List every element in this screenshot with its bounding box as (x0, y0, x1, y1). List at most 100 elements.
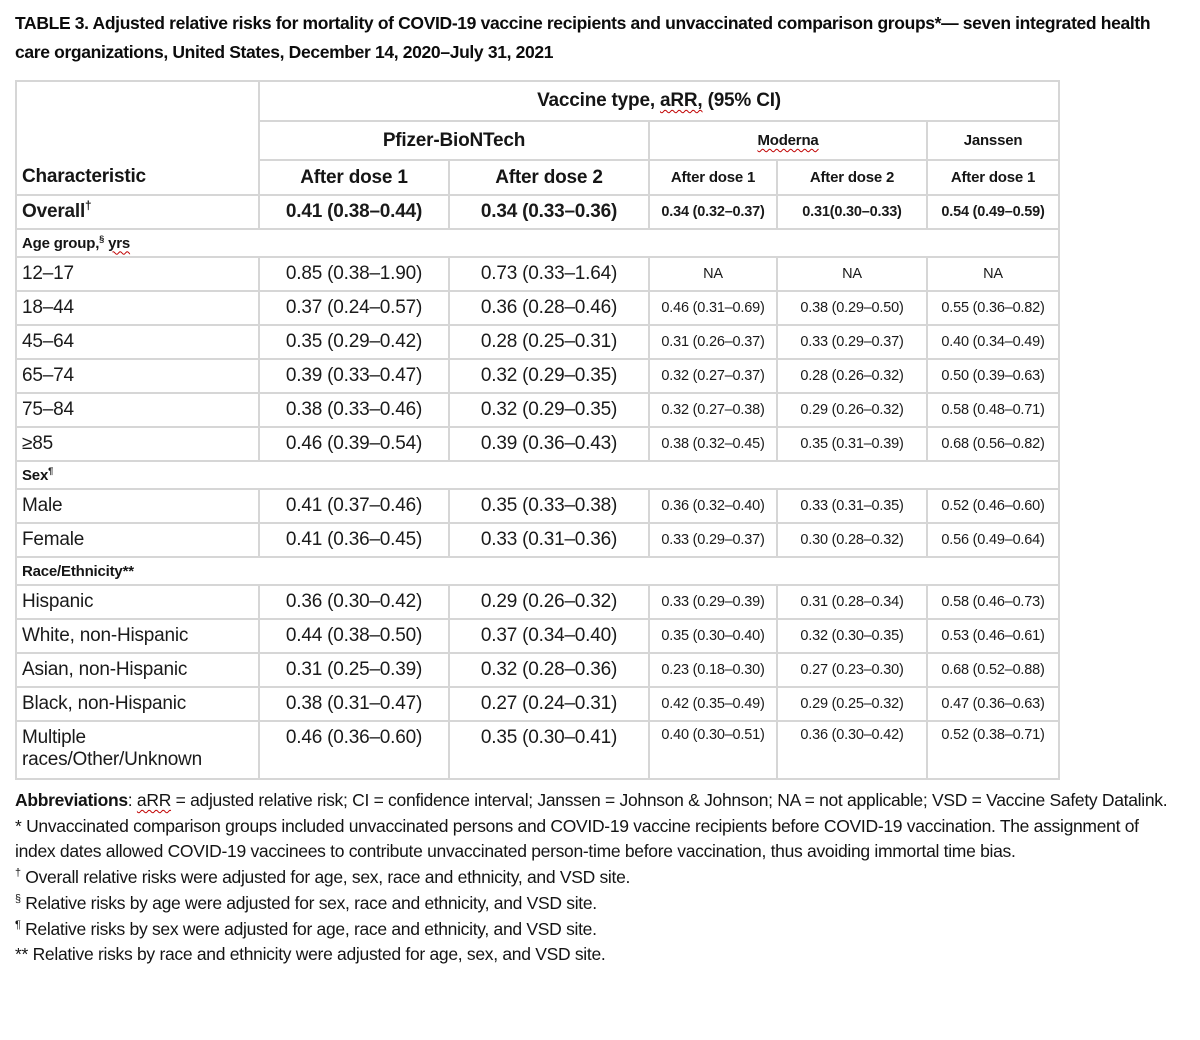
ci-text: (95% CI) (702, 90, 782, 111)
section-row: Sex¶ (14, 460, 1061, 490)
janssen-dose1-header: After dose 1 (925, 159, 1061, 196)
value-cell: 0.32 (0.29–0.35) (448, 358, 650, 394)
value-cell: 0.33 (0.29–0.39) (648, 584, 778, 620)
value-cell: 0.54 (0.49–0.59) (925, 194, 1061, 230)
janssen-header: Janssen (925, 120, 1061, 161)
value-cell: 0.39 (0.36–0.43) (448, 426, 650, 462)
value-cell: 0.68 (0.56–0.82) (925, 426, 1061, 462)
value-cell: 0.27 (0.24–0.31) (448, 686, 650, 722)
value-cell: 0.37 (0.24–0.57) (258, 290, 450, 326)
table-row: Black, non-Hispanic 0.38 (0.31–0.47) 0.27 … (15, 686, 1061, 722)
table-body: Overall† 0.41 (0.38–0.44) 0.34 (0.33–0.36)… (14, 194, 1061, 780)
footnote: Abbreviations: aRR = adjusted relative r… (15, 790, 1168, 810)
value-cell: NA (648, 256, 778, 292)
value-cell: 0.50 (0.39–0.63) (925, 358, 1061, 394)
value-cell: NA (776, 256, 928, 292)
value-cell: 0.85 (0.38–1.90) (258, 256, 450, 292)
table-row: 65–74 0.39 (0.33–0.47) 0.32 (0.29–0.35) 0.3… (15, 358, 1061, 394)
value-cell: 0.56 (0.49–0.64) (925, 522, 1061, 558)
value-cell: 0.37 (0.34–0.40) (448, 618, 650, 654)
value-cell: 0.53 (0.46–0.61) (925, 618, 1061, 654)
value-cell: 0.32 (0.30–0.35) (776, 618, 928, 654)
pfizer-biontech-header: Pfizer-BioNTech (258, 120, 650, 161)
row-label: 45–64 (15, 324, 260, 360)
footnote: ¶ Relative risks by sex were adjusted fo… (15, 918, 597, 939)
value-cell: 0.32 (0.27–0.37) (648, 358, 778, 394)
value-cell: 0.41 (0.37–0.46) (258, 488, 450, 524)
footnote: ** Relative risks by race and ethnicity … (15, 944, 606, 965)
table-row: Hispanic 0.36 (0.30–0.42) 0.29 (0.26–0.32)… (15, 584, 1061, 620)
row-label: Multiple races/Other/Unknown (15, 720, 260, 780)
value-cell: 0.31 (0.25–0.39) (258, 652, 450, 688)
footnotes: Abbreviations: aRR = adjusted relative r… (15, 788, 1180, 968)
value-cell: 0.41 (0.38–0.44) (258, 194, 450, 230)
table-row: 18–44 0.37 (0.24–0.57) 0.36 (0.28–0.46) 0.4… (15, 290, 1061, 326)
value-cell: 0.28 (0.26–0.32) (776, 358, 928, 394)
value-cell: 0.23 (0.18–0.30) (648, 652, 778, 688)
row-label: Hispanic (15, 584, 260, 620)
table-row: ≥85 0.46 (0.39–0.54) 0.39 (0.36–0.43) 0.38 … (15, 426, 1061, 462)
table-row: Male 0.41 (0.37–0.46) 0.35 (0.33–0.38) 0.36… (15, 488, 1061, 524)
section-row: Age group,§ yrs (14, 228, 1061, 258)
value-cell: 0.29 (0.26–0.32) (776, 392, 928, 428)
pfizer-dose1-header: After dose 1 (258, 159, 450, 196)
pfizer-dose2-header: After dose 2 (448, 159, 650, 196)
value-cell: 0.31 (0.28–0.34) (776, 584, 928, 620)
value-cell: 0.35 (0.31–0.39) (776, 426, 928, 462)
value-cell: 0.29 (0.26–0.32) (448, 584, 650, 620)
arr-spellcheck-flagged-text: aRR, (659, 90, 703, 111)
row-label: Male (15, 488, 260, 524)
table-title: TABLE 3. Adjusted relative risks for mor… (15, 13, 1151, 62)
value-cell: 0.35 (0.29–0.42) (258, 324, 450, 360)
value-cell: 0.52 (0.46–0.60) (925, 488, 1061, 524)
value-cell: 0.38 (0.32–0.45) (648, 426, 778, 462)
value-cell: 0.36 (0.32–0.40) (648, 488, 778, 524)
value-cell: 0.68 (0.52–0.88) (925, 652, 1061, 688)
value-cell: 0.32 (0.29–0.35) (448, 392, 650, 428)
row-label: White, non-Hispanic (15, 618, 260, 654)
value-cell: 0.35 (0.33–0.38) (448, 488, 650, 524)
value-cell: 0.32 (0.27–0.38) (648, 392, 778, 428)
table-row: White, non-Hispanic 0.44 (0.38–0.50) 0.37 … (15, 618, 1061, 654)
vaccine-type-text: Vaccine type, (537, 90, 660, 111)
value-cell: 0.33 (0.29–0.37) (648, 522, 778, 558)
footnote: † Overall relative risks were adjusted f… (15, 867, 631, 888)
value-cell: 0.46 (0.31–0.69) (648, 290, 778, 326)
value-cell: 0.35 (0.30–0.41) (448, 720, 650, 780)
value-cell: 0.40 (0.34–0.49) (925, 324, 1061, 360)
document-page: TABLE 3. Adjusted relative risks for mor… (14, 13, 1180, 968)
section-label: Age group,§ yrs (14, 228, 1061, 258)
row-label: 75–84 (15, 392, 260, 428)
table-row: Multiple races/Other/Unknown 0.46 (0.36–0… (15, 720, 1061, 780)
value-cell: 0.58 (0.48–0.71) (925, 392, 1061, 428)
value-cell: 0.27 (0.23–0.30) (776, 652, 928, 688)
footnote: * Unvaccinated comparison groups include… (15, 815, 1139, 862)
section-row: Race/Ethnicity** (14, 556, 1061, 586)
value-cell: 0.44 (0.38–0.50) (258, 618, 450, 654)
table-row: Asian, non-Hispanic 0.31 (0.25–0.39) 0.32 … (15, 652, 1061, 688)
value-cell: 0.33 (0.29–0.37) (776, 324, 928, 360)
header-row-brands: Pfizer-BioNTech Moderna Janssen (16, 120, 1061, 161)
footnote: § Relative risks by age were adjusted fo… (15, 892, 597, 913)
value-cell: 0.38 (0.29–0.50) (776, 290, 928, 326)
row-label: Asian, non-Hispanic (15, 652, 260, 688)
value-cell: 0.47 (0.36–0.63) (925, 686, 1061, 722)
section-label: Sex¶ (14, 460, 1061, 490)
header-row-vaccine-type: Characteristic Vaccine type, aRR, (95% C… (15, 80, 1061, 196)
table-row: 75–84 0.38 (0.33–0.46) 0.32 (0.29–0.35) 0.3… (15, 392, 1061, 428)
table-row: Overall† 0.41 (0.38–0.44) 0.34 (0.33–0.36)… (15, 194, 1061, 230)
value-cell: 0.73 (0.33–1.64) (448, 256, 650, 292)
value-cell: 0.35 (0.30–0.40) (648, 618, 778, 654)
value-cell: 0.41 (0.36–0.45) (258, 522, 450, 558)
value-cell: 0.36 (0.28–0.46) (448, 290, 650, 326)
header-row-doses: After dose 1 After dose 2 After dose 1 A… (16, 159, 1061, 196)
value-cell: 0.36 (0.30–0.42) (776, 720, 928, 780)
moderna-spellcheck-flagged-text: Moderna (757, 132, 819, 149)
value-cell: 0.33 (0.31–0.35) (776, 488, 928, 524)
vaccine-type-header: Vaccine type, aRR, (95% CI) (257, 80, 1061, 122)
moderna-dose1-header: After dose 1 (648, 159, 778, 196)
row-label: ≥85 (15, 426, 260, 462)
value-cell: 0.32 (0.28–0.36) (448, 652, 650, 688)
value-cell: 0.55 (0.36–0.82) (925, 290, 1061, 326)
value-cell: 0.34 (0.33–0.36) (448, 194, 650, 230)
